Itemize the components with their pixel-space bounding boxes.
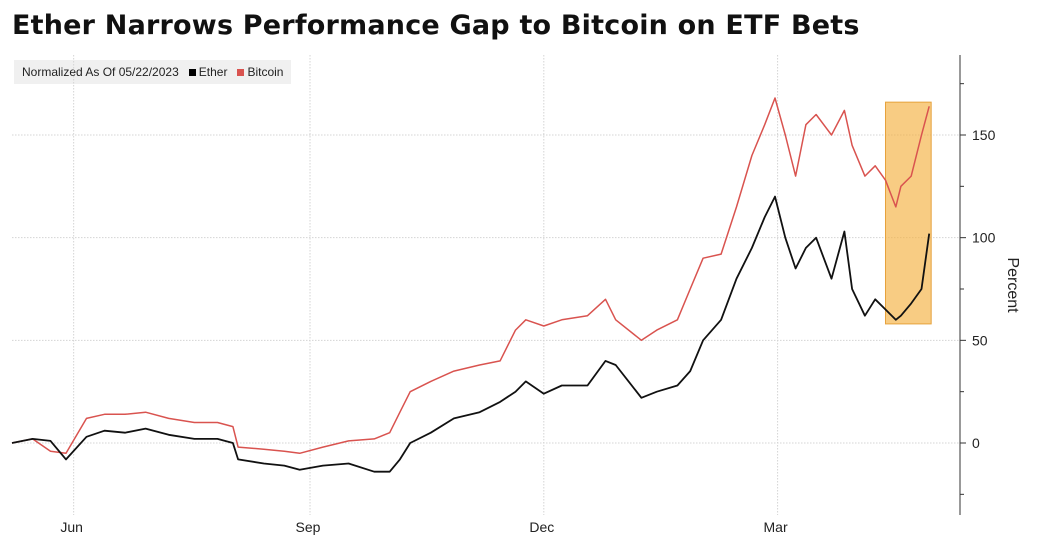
y-tick-label-0: 0: [972, 435, 980, 451]
y-tick-label-100: 100: [972, 230, 996, 246]
y-tick-label-150: 150: [972, 127, 996, 143]
x-tick-label-jun: Jun: [60, 519, 83, 535]
legend-item-ether: Ether: [188, 65, 228, 79]
legend-note: Normalized As Of 05/22/2023: [22, 65, 179, 79]
x-tick-label-sep: Sep: [296, 519, 321, 535]
legend-label-bitcoin: Bitcoin: [247, 65, 284, 79]
x-tick-label-dec: Dec: [529, 519, 554, 535]
legend-swatch-ether: [188, 68, 196, 76]
legend-item-bitcoin: Bitcoin: [237, 65, 283, 79]
chart-title: Ether Narrows Performance Gap to Bitcoin…: [12, 10, 860, 41]
series-line-ether: [11, 195, 931, 473]
series-line-bitcoin: [11, 97, 930, 455]
y-tick-label-50: 50: [972, 332, 988, 348]
y-axis-label: Percent: [1004, 257, 1021, 313]
legend-swatch-bitcoin: [237, 68, 245, 76]
x-tick-label-mar: Mar: [764, 519, 788, 535]
legend: Normalized As Of 05/22/2023 Ether Bitcoi…: [14, 60, 292, 84]
legend-label-ether: Ether: [198, 65, 228, 79]
highlight-box: [884, 101, 932, 325]
